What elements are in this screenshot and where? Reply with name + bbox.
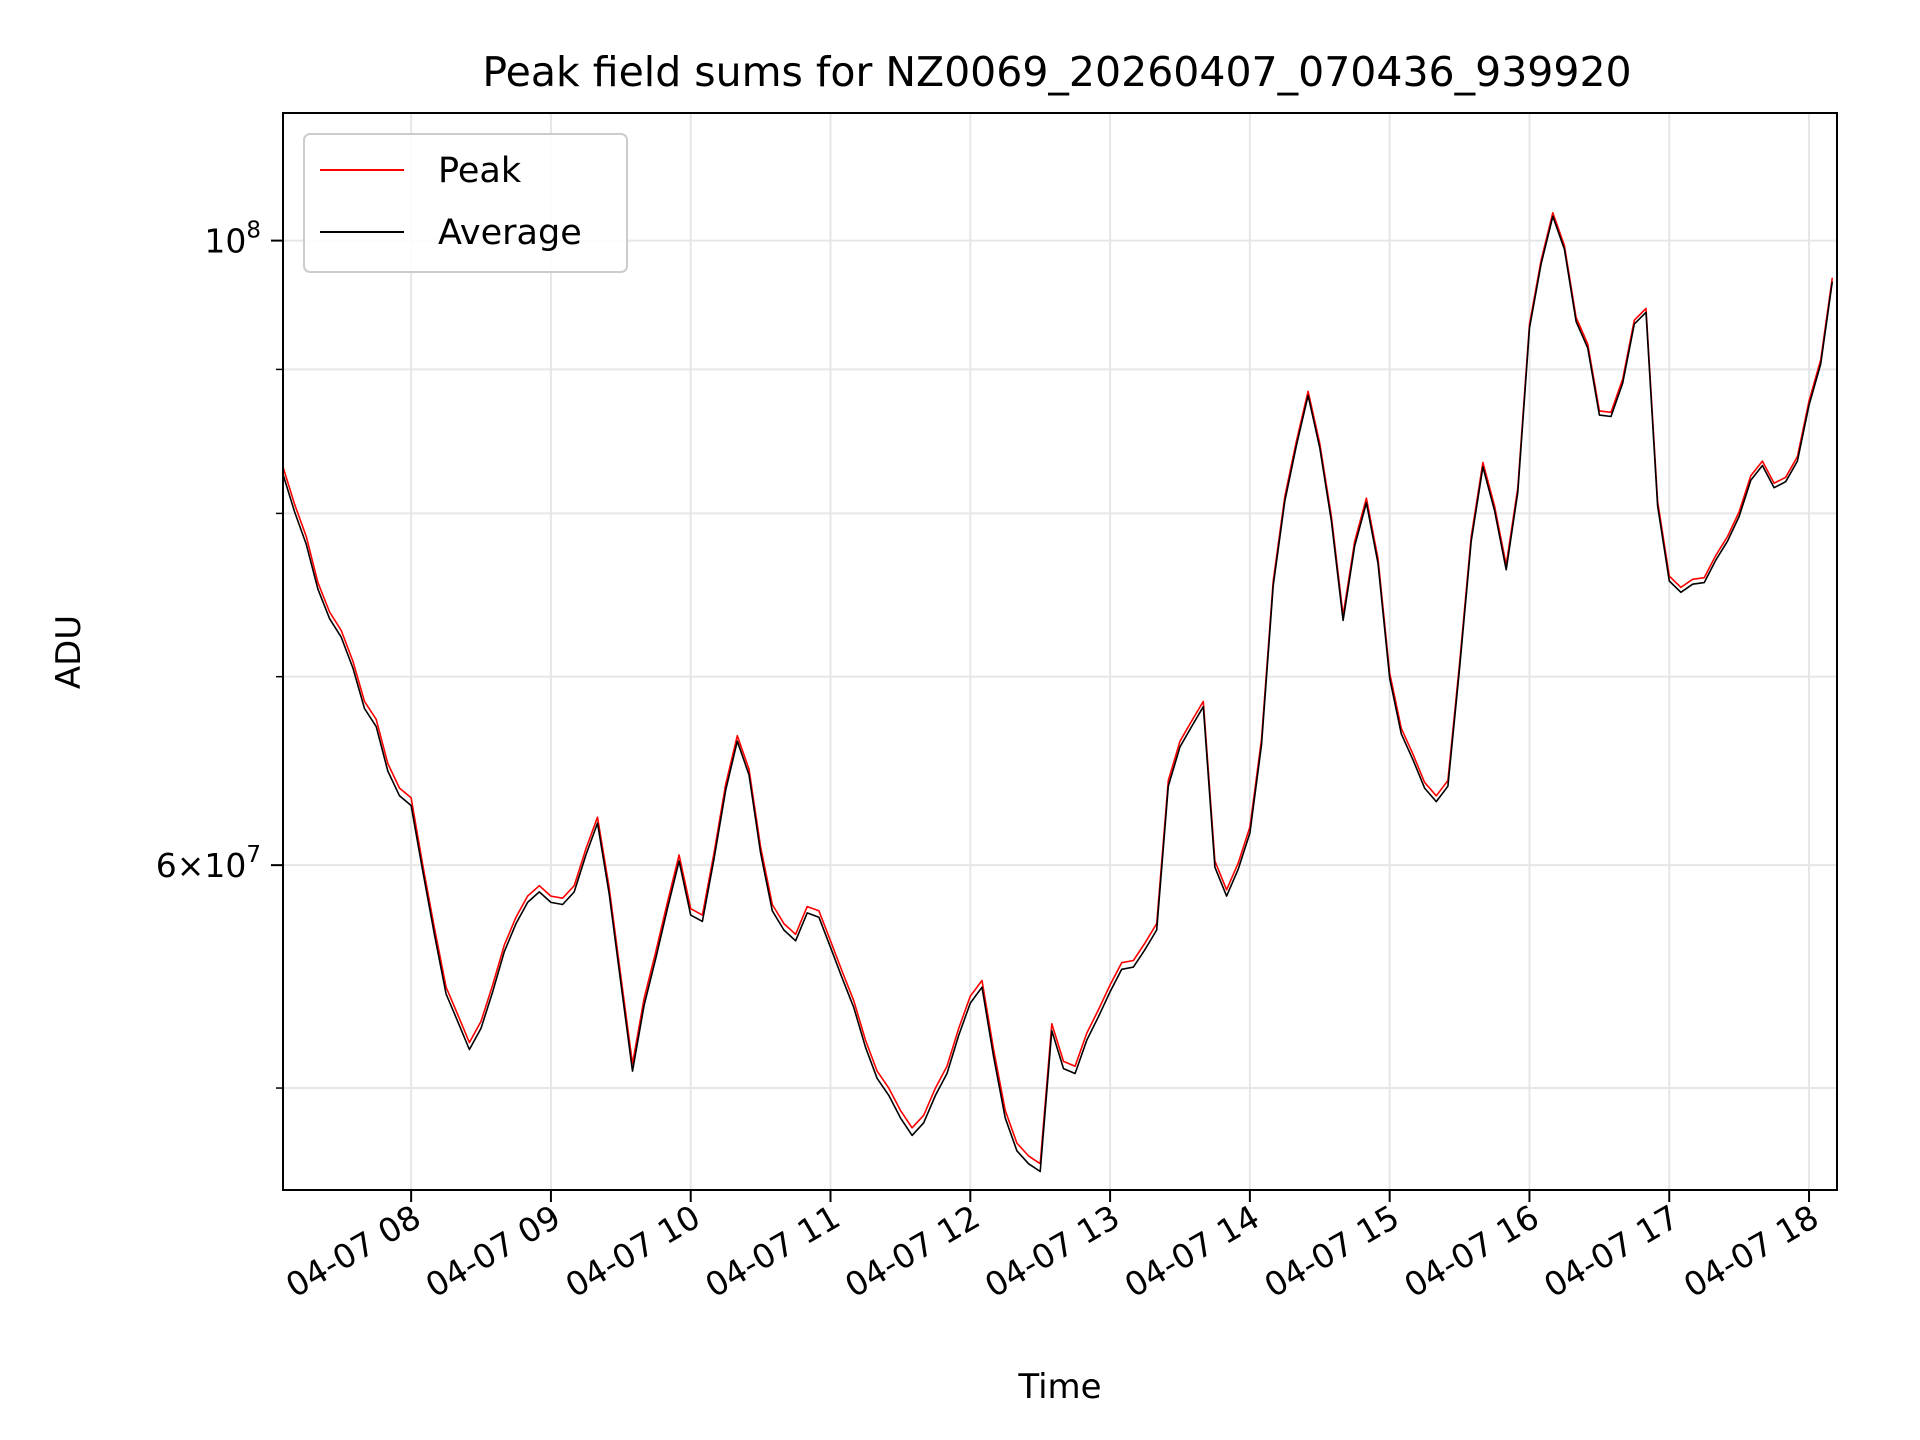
legend-label-peak: Peak [438,151,522,191]
series-line-average [283,215,1834,1173]
y-tick-label: 6×107 [156,842,261,885]
chart-title: Peak field sums for NZ0069_20260407_0704… [482,48,1631,96]
legend: Peak Average [303,133,628,273]
legend-box [303,133,628,273]
y-axis-label: ADU [49,615,89,689]
y-tick-label: 108 [204,218,261,261]
legend-label-average: Average [438,213,582,253]
plot-frame [282,112,1838,1191]
x-axis-label: Time [1017,1367,1101,1407]
series-area [283,212,1834,1173]
